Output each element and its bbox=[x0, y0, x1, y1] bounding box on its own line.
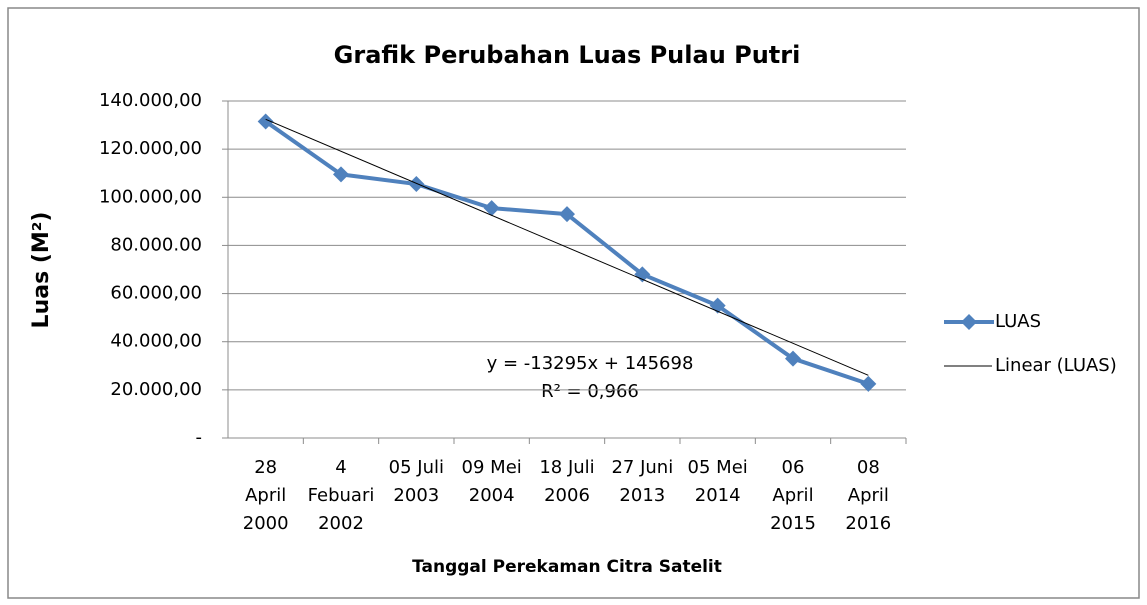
y-tick-label: 100.000,00 bbox=[99, 186, 202, 207]
x-tick-label: 2002 bbox=[318, 513, 364, 534]
y-tick-label: 20.000,00 bbox=[110, 379, 202, 400]
x-tick-label: 06 bbox=[782, 457, 805, 478]
point-marker bbox=[333, 166, 349, 183]
y-tick-label: 60.000,00 bbox=[110, 283, 202, 304]
x-tick-label: 2013 bbox=[619, 485, 665, 506]
point-marker bbox=[559, 206, 575, 223]
point-marker bbox=[257, 113, 274, 130]
x-tick-label: April bbox=[848, 485, 889, 506]
x-tick-label: 05 Juli bbox=[389, 457, 444, 478]
y-tick-label: 80.000.00 bbox=[110, 234, 202, 255]
chart-title: Grafik Perubahan Luas Pulau Putri bbox=[334, 41, 801, 69]
y-axis-title: Luas (M²) bbox=[29, 212, 54, 329]
x-tick-label: 05 Mei bbox=[688, 457, 748, 478]
point-marker bbox=[483, 200, 500, 217]
x-tick-label: Febuari bbox=[308, 485, 375, 506]
x-tick-label: 09 Mei bbox=[462, 457, 522, 478]
x-tick-label: 4 bbox=[335, 457, 346, 478]
x-tick-label: 27 Juni bbox=[611, 457, 673, 478]
x-tick-label: 2003 bbox=[393, 485, 439, 506]
legend-label: LUAS bbox=[995, 311, 1041, 332]
x-tick-label: 2004 bbox=[469, 485, 515, 506]
y-tick-label: - bbox=[196, 427, 203, 448]
point-marker bbox=[408, 176, 425, 193]
x-tick-label: 2016 bbox=[845, 513, 891, 534]
y-tick-label: 120.000,00 bbox=[99, 138, 202, 159]
trend-equation: y = -13295x + 145698 bbox=[487, 353, 694, 374]
trend-r2: R² = 0,966 bbox=[541, 381, 639, 402]
x-tick-label: 2000 bbox=[243, 513, 289, 534]
x-tick-label: 08 bbox=[857, 457, 880, 478]
x-axis-title: Tanggal Perekaman Citra Satelit bbox=[412, 557, 722, 577]
point-marker bbox=[860, 375, 877, 392]
x-tick-label: 2015 bbox=[770, 513, 816, 534]
y-tick-label: 40.000,00 bbox=[110, 331, 202, 352]
legend-label: Linear (LUAS) bbox=[995, 355, 1117, 376]
x-tick-label: 2014 bbox=[695, 485, 741, 506]
point-marker bbox=[634, 266, 651, 283]
x-tick-label: April bbox=[772, 485, 813, 506]
x-tick-label: 28 bbox=[254, 457, 277, 478]
x-tick-label: 2006 bbox=[544, 485, 590, 506]
y-tick-label: 140.000,00 bbox=[99, 90, 202, 111]
trendline bbox=[265, 118, 869, 376]
point-marker bbox=[785, 350, 801, 367]
legend-marker bbox=[961, 314, 977, 330]
x-tick-label: April bbox=[245, 485, 286, 506]
x-tick-label: 18 Juli bbox=[539, 457, 594, 478]
chart-border bbox=[7, 7, 1140, 599]
